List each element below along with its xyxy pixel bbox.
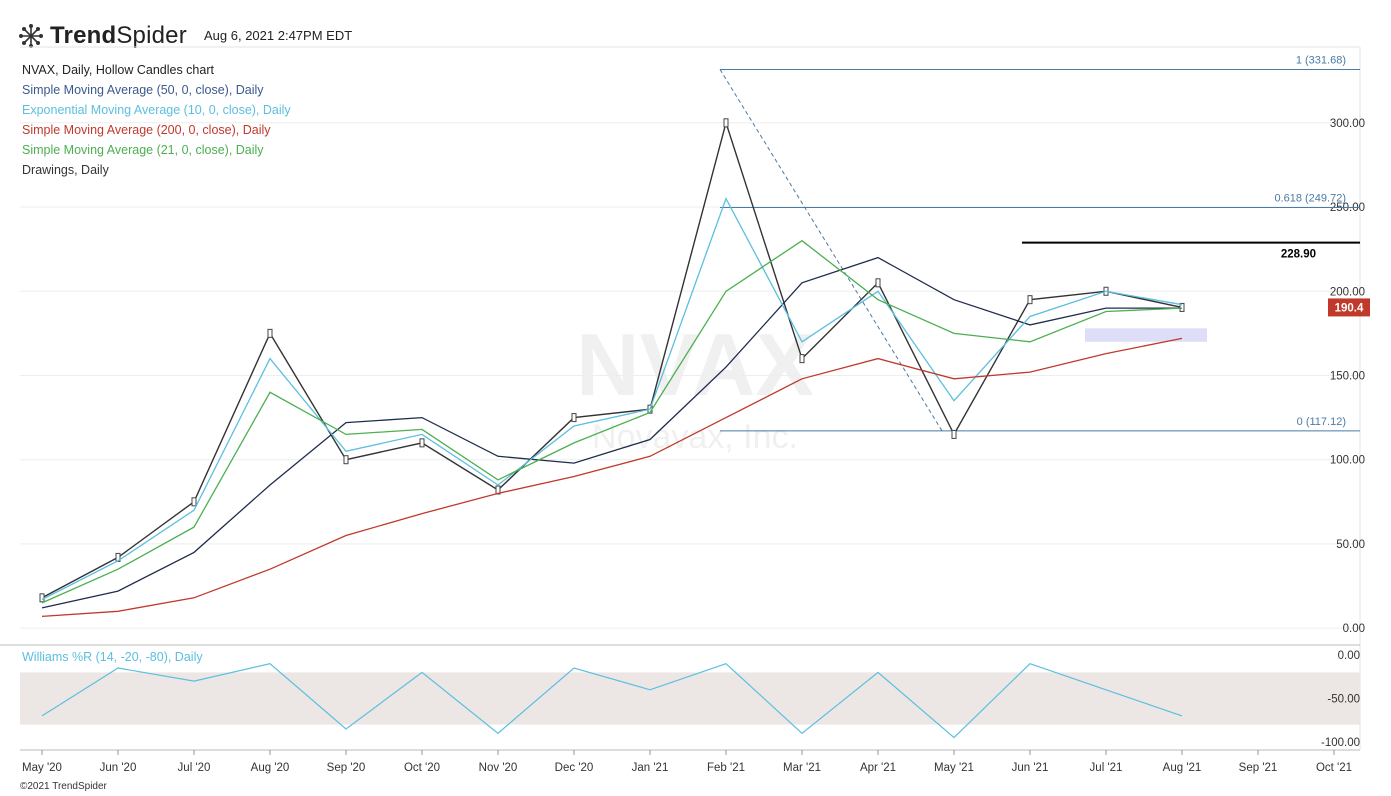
legend-item-sma50[interactable]: Simple Moving Average (50, 0, close), Da… [22,83,264,97]
x-tick-label: Jun '21 [1012,762,1049,774]
chart-timestamp: Aug 6, 2021 2:47PM EDT [204,28,353,43]
sma21-line [41,239,1183,604]
price-candle [951,429,957,439]
app-header: TrendSpider [18,20,187,52]
x-tick-label: Sep '20 [327,762,366,774]
y-tick-label: 50.00 [1336,539,1365,551]
price-candle [571,413,577,423]
last-price-badge [1328,298,1370,317]
legend-item-drawings[interactable]: Drawings, Daily [22,163,109,177]
sma200-line [41,337,1183,618]
last-price-label: 190.4 [1335,302,1364,314]
x-tick-label: Dec '20 [555,762,594,774]
chart-legend: NVAX, Daily, Hollow Candles chart Simple… [22,60,291,180]
legend-item-sma200[interactable]: Simple Moving Average (200, 0, close), D… [22,123,271,137]
x-tick-label: Apr '21 [860,762,896,774]
fib-level-label: 0 (117.12) [1297,416,1346,428]
williams-r-band [20,672,1360,725]
x-tick-label: Aug '20 [251,762,290,774]
price-candle [343,455,349,465]
x-tick-label: Sep '21 [1239,762,1278,774]
x-tick-label: Jan '21 [632,762,669,774]
y-tick-label: 0.00 [1343,623,1365,635]
y-tick-label: 150.00 [1330,370,1365,382]
x-tick-label: May '20 [22,762,62,774]
x-tick-label: Mar '21 [783,762,821,774]
watermark-name: Novavax, Inc. [592,418,798,456]
resistance-label: 228.90 [1281,249,1316,261]
williams-y-tick-label: 0.00 [1338,650,1360,662]
x-tick-label: Oct '21 [1316,762,1352,774]
x-tick-label: May '21 [934,762,974,774]
sma50-line [41,256,1182,609]
ema10-line [41,196,1183,601]
y-tick-label: 200.00 [1330,286,1365,298]
legend-title: NVAX, Daily, Hollow Candles chart [22,63,214,77]
price-candle [39,593,45,603]
watermark-symbol: NVAX [576,315,814,414]
x-tick-label: Feb '21 [707,762,745,774]
y-tick-label: 300.00 [1330,118,1365,130]
x-tick-label: Jul '20 [178,762,211,774]
price-candle [723,118,729,128]
trendspider-logo-icon [19,24,43,48]
fib-level-label: 0.618 (249.72) [1274,192,1346,204]
price-candle [419,438,425,448]
x-tick-label: Oct '20 [404,762,440,774]
williams-y-tick-label: -50.00 [1327,694,1360,706]
price-line [41,120,1183,599]
x-tick-label: Jul '21 [1090,762,1123,774]
fib-level-label: 1 (331.68) [1296,54,1346,66]
x-tick-label: Jun '20 [100,762,137,774]
x-tick-label: Aug '21 [1163,762,1202,774]
price-candle [799,354,805,364]
price-candle [1027,295,1033,305]
price-candle [191,497,197,507]
williams-y-tick-label: -100.00 [1321,737,1360,749]
support-zone [1085,328,1207,342]
y-tick-label: 100.00 [1330,455,1365,467]
x-tick-label: Nov '20 [479,762,518,774]
y-tick-label: 250.00 [1330,202,1365,214]
price-candle [267,328,273,338]
price-candle [1179,302,1185,312]
price-candle [875,278,881,288]
legend-item-ema10[interactable]: Exponential Moving Average (10, 0, close… [22,103,291,117]
fib-trend-line [719,69,943,432]
williams-r-line [41,663,1183,739]
legend-item-sma21[interactable]: Simple Moving Average (21, 0, close), Da… [22,143,264,157]
copyright: ©2021 TrendSpider [20,781,107,792]
brand-name: TrendSpider [50,22,187,49]
williams-r-title: Williams %R (14, -20, -80), Daily [22,650,203,664]
